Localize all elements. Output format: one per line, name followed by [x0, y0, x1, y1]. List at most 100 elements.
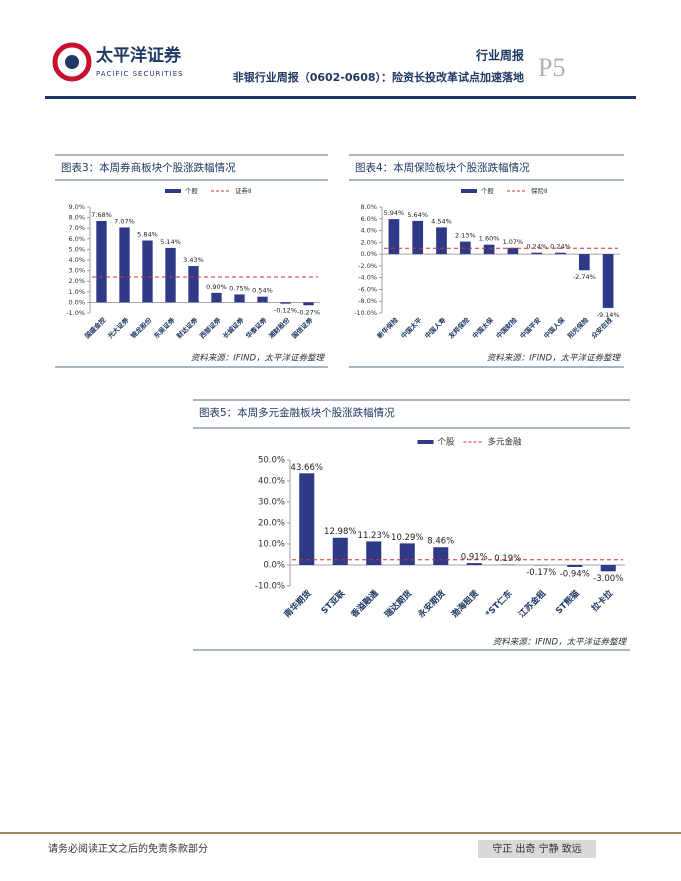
bar: [555, 252, 566, 255]
disclaimer: 请务必阅读正文之后的免责条款部分: [48, 842, 208, 855]
y-tick-label: 20.0%: [258, 519, 285, 529]
bar: [119, 227, 130, 303]
section: 行业周报: [475, 48, 524, 63]
value-label: 11.23%: [358, 531, 390, 541]
bar: [399, 543, 415, 565]
x-tick-label: 长城证券: [221, 315, 246, 340]
bar: [188, 266, 199, 303]
value-label: 0.91%: [461, 553, 488, 563]
x-tick-label: 拉卡拉: [589, 588, 615, 614]
logo-mark: [65, 55, 79, 69]
value-label: 5.84%: [137, 230, 158, 238]
y-tick-label: 6.0%: [360, 215, 377, 223]
value-label: 1.07%: [503, 238, 524, 246]
value-label: 43.66%: [291, 463, 323, 473]
bar: [303, 302, 314, 306]
x-tick-label: 中国人寿: [423, 315, 448, 340]
value-label: -3.00%: [593, 574, 623, 584]
value-label: 7.68%: [91, 211, 112, 219]
header-rule: [45, 96, 636, 99]
value-label: 2.13%: [455, 232, 476, 240]
y-tick-label: -2.0%: [358, 262, 377, 270]
legend-label: 多元金融: [488, 437, 523, 448]
value-label: 0.24%: [526, 243, 547, 251]
y-tick-label: -6.0%: [358, 285, 377, 293]
y-tick-label: -10.0%: [255, 582, 285, 592]
x-tick-label: ST亚联: [319, 588, 348, 617]
bar: [280, 302, 291, 304]
x-tick-label: 友邦保险: [446, 315, 471, 340]
y-tick-label: 0.0%: [263, 561, 285, 571]
bar: [388, 219, 400, 255]
chart-title: 图表4：本周保险板块个股涨跌幅情况: [355, 161, 530, 174]
value-label: 12.98%: [324, 527, 356, 537]
value-label: 0.75%: [229, 284, 250, 292]
logo-en: PACIFIC SECURITIES: [96, 70, 184, 78]
x-tick-label: 国信证券: [290, 315, 315, 340]
y-tick-label: 9.0%: [68, 203, 85, 211]
x-tick-label: 国盛金控: [83, 315, 108, 340]
value-label: 8.46%: [427, 537, 454, 547]
y-tick-label: 8.0%: [68, 214, 85, 222]
logo-mark: [52, 42, 92, 82]
bar: [507, 247, 519, 255]
value-label: 1.60%: [479, 235, 500, 243]
y-tick-label: 4.0%: [68, 256, 85, 264]
legend-label: 个股: [481, 187, 495, 195]
value-label: 4.54%: [431, 217, 452, 225]
y-tick-label: 4.0%: [360, 227, 377, 235]
bar: [366, 541, 382, 565]
y-tick-label: 8.0%: [360, 203, 377, 211]
x-tick-label: *ST仁东: [483, 588, 515, 620]
y-tick-label: 7.0%: [68, 224, 85, 232]
chart-title: 图表5：本周多元金融板块个股涨跌幅情况: [199, 406, 395, 419]
value-label: 5.14%: [160, 238, 181, 246]
bar: [567, 565, 583, 567]
value-label: -0.17%: [526, 568, 556, 578]
source: 资料来源：IFIND，太平洋证券整理: [487, 353, 622, 364]
x-tick-label: 江苏金租: [516, 588, 548, 620]
y-tick-label: 50.0%: [258, 456, 285, 466]
legend-label: 个股: [185, 187, 199, 195]
logo-cn: 太平洋证券: [96, 45, 182, 66]
bar: [433, 547, 449, 565]
source: 资料来源：IFIND，太平洋证券整理: [493, 637, 628, 648]
x-tick-label: 永安期货: [415, 588, 448, 621]
bar: [96, 220, 107, 303]
x-tick-label: 光大证券: [105, 315, 131, 341]
x-tick-label: 瑞达期货: [382, 588, 414, 620]
y-tick-label: -1.0%: [66, 309, 85, 317]
value-label: 0.90%: [206, 283, 227, 291]
y-tick-label: 2.0%: [68, 277, 85, 285]
bar: [483, 244, 495, 255]
x-tick-label: 财达证券: [175, 315, 200, 340]
legend-swatch: [417, 440, 434, 444]
x-tick-label: 中国太平: [399, 315, 424, 340]
x-tick-label: 南华期货: [282, 588, 314, 620]
value-label: 3.43%: [183, 256, 204, 264]
x-tick-label: 香溢融通: [348, 588, 381, 621]
x-tick-label: 阳光保险: [565, 315, 590, 340]
bar: [211, 292, 222, 303]
value-label: -0.12%: [274, 307, 297, 315]
x-tick-label: 中国财险: [494, 315, 519, 340]
bar: [600, 565, 616, 572]
y-tick-label: 0.0%: [68, 298, 85, 306]
bar: [412, 220, 424, 255]
x-tick-label: 西部证券: [198, 315, 223, 340]
source: 资料来源：IFIND，太平洋证券整理: [191, 353, 326, 364]
value-label: 7.07%: [114, 217, 135, 225]
x-tick-label: 华泰证券: [244, 315, 269, 340]
bar: [578, 254, 590, 271]
x-tick-label: 中国平安: [518, 315, 543, 340]
bar: [602, 254, 614, 308]
bar: [459, 241, 471, 255]
motto-bg: [478, 840, 596, 858]
footer-rule: [0, 832, 681, 834]
value-label: 0.24%: [550, 243, 571, 251]
legend-swatch: [165, 189, 181, 193]
y-tick-label: 5.0%: [68, 245, 85, 253]
bar: [466, 563, 482, 565]
